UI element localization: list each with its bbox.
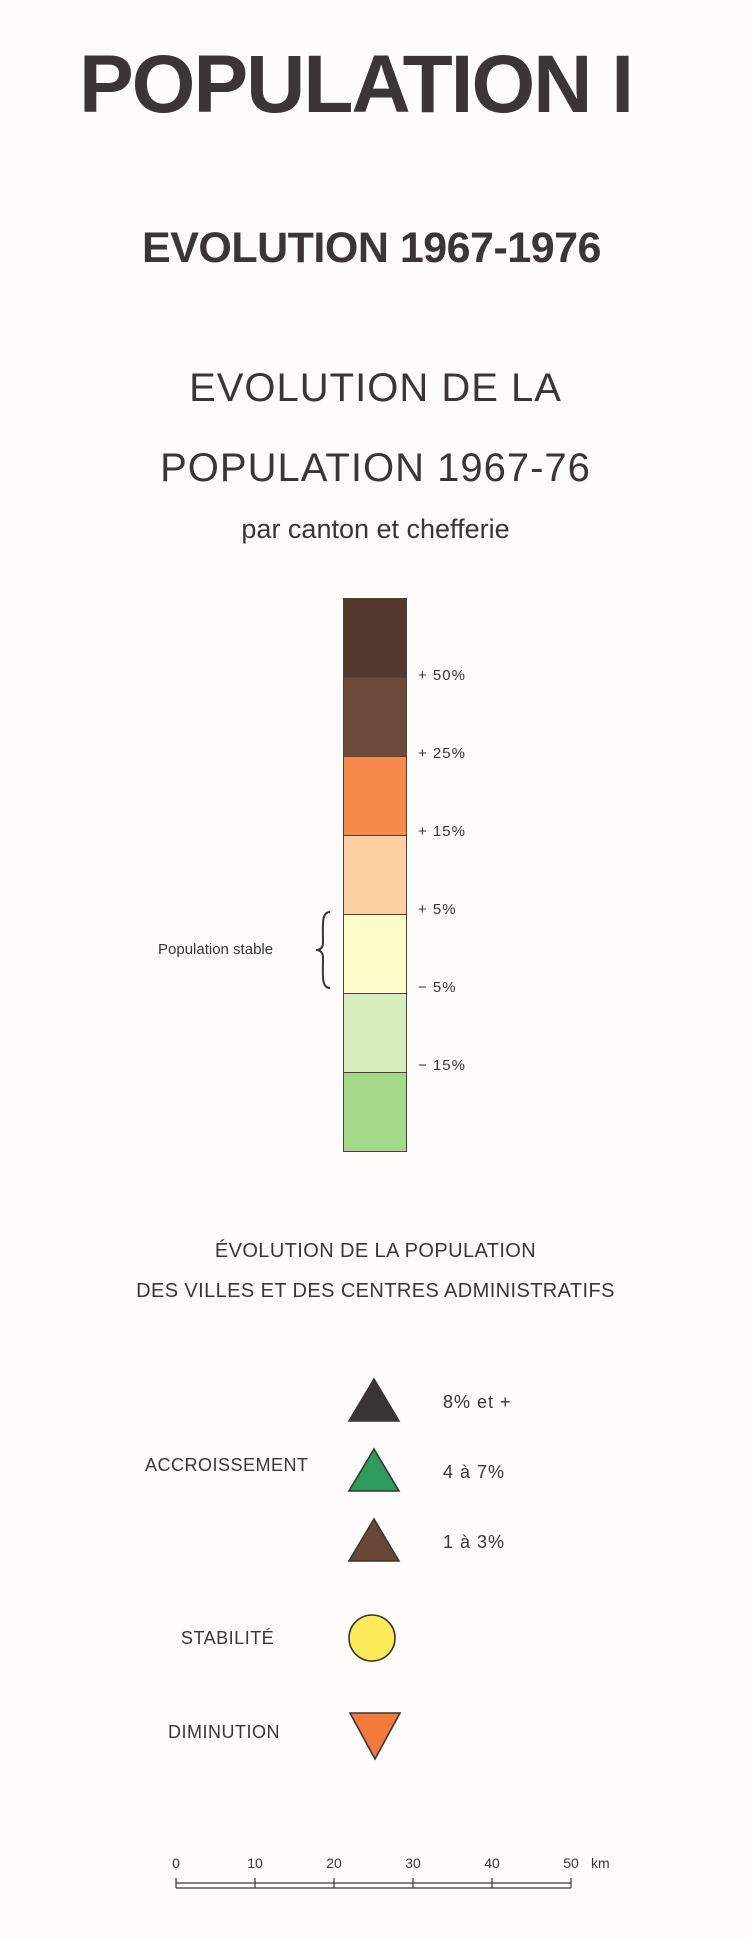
threshold-label: − 15% [418, 1057, 466, 1074]
scale-bar-graphic [175, 1878, 572, 1889]
threshold-label: + 5% [418, 901, 457, 918]
ramp-swatch-3 [343, 757, 407, 836]
triangle-down-icon [348, 1712, 402, 1761]
threshold-label: + 50% [418, 667, 466, 684]
ramp-swatch-4 [343, 836, 407, 915]
page-title: POPULATION I [78, 39, 634, 130]
threshold-label: − 5% [418, 979, 457, 996]
scale-unit-label: km [591, 1855, 610, 1871]
accroissement-item-label: 1 à 3% [443, 1532, 506, 1552]
stable-label: Population stable [158, 941, 274, 958]
circle-icon [348, 1614, 396, 1662]
legend-title-line2: POPULATION 1967-76 [160, 446, 591, 490]
accroissement-item-label: 8% et + [443, 1392, 512, 1412]
color-ramp [343, 598, 407, 1152]
scale-tick-label: 20 [326, 1855, 342, 1871]
triangle-up-icon [347, 1447, 401, 1492]
scale-tick-label: 0 [172, 1855, 180, 1871]
page-subtitle: EVOLUTION 1967-1976 [142, 224, 601, 272]
ramp-swatch-7 [343, 1073, 407, 1152]
threshold-label: + 25% [418, 745, 466, 762]
accroissement-item-label: 4 à 7% [443, 1462, 506, 1482]
diminution-label: DIMINUTION [168, 1722, 280, 1742]
scale-tick-label: 10 [247, 1855, 263, 1871]
legend-subtitle: par canton et chefferie [241, 514, 510, 544]
ramp-swatch-1 [343, 598, 407, 678]
scale-tick-label: 50 [563, 1855, 579, 1871]
symbols-title-line2: DES VILLES ET DES CENTRES ADMINISTRATIFS [136, 1280, 615, 1302]
brace-icon [315, 911, 331, 989]
ramp-swatch-6 [343, 994, 407, 1073]
triangle-up-icon [347, 1517, 401, 1562]
scale-tick-label: 40 [484, 1855, 500, 1871]
legend-title-line1: EVOLUTION DE LA [189, 366, 562, 410]
scale-bar: 0 10 20 30 40 50 km [0, 1850, 751, 1910]
ramp-swatch-5 [343, 915, 407, 994]
triangle-up-icon [347, 1377, 401, 1422]
stabilite-label: STABILITÉ [181, 1628, 275, 1648]
ramp-swatch-2 [343, 678, 407, 757]
threshold-label: + 15% [418, 823, 466, 840]
accroissement-label: ACCROISSEMENT [145, 1455, 309, 1475]
scale-tick-label: 30 [405, 1855, 421, 1871]
symbols-title-line1: ÉVOLUTION DE LA POPULATION [214, 1240, 537, 1262]
